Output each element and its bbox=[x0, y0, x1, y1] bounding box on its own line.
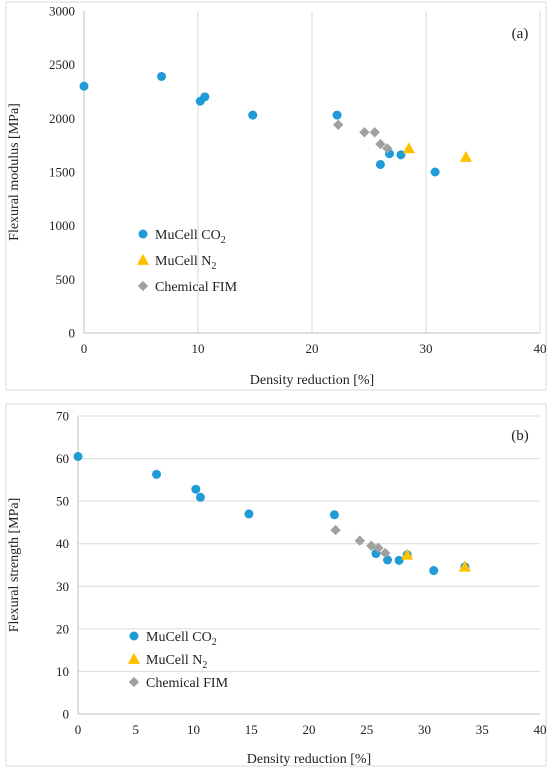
data-point bbox=[248, 110, 258, 120]
data-point bbox=[332, 110, 342, 120]
data-point bbox=[459, 150, 472, 162]
data-point bbox=[458, 560, 471, 572]
data-point bbox=[333, 119, 344, 130]
x-tick-label: 0 bbox=[81, 341, 88, 356]
x-axis-title: Density reduction [%] bbox=[250, 373, 374, 388]
legend-entry: Chemical FIM bbox=[128, 676, 229, 691]
chart-panel-b: 0 5 10 15 20 25 30 35 40 0 10 20 30 40 50 60 70 Density r… bbox=[5, 403, 547, 767]
legend-entry: MuCell CO2 bbox=[138, 228, 226, 246]
legend-entry: Chemical FIM bbox=[137, 280, 238, 295]
data-point bbox=[329, 510, 339, 520]
x-tick-label: 25 bbox=[360, 722, 373, 737]
y-tick-label: 2500 bbox=[49, 57, 75, 72]
legend-label: MuCell CO2 bbox=[155, 228, 226, 246]
y-tick-label: 60 bbox=[56, 451, 69, 466]
x-tick-label: 5 bbox=[133, 722, 140, 737]
legend-label: Chemical FIM bbox=[146, 676, 229, 691]
data-point bbox=[394, 555, 404, 565]
legend-entry: MuCell N2 bbox=[127, 652, 207, 671]
series-mucell-n2 bbox=[401, 548, 471, 572]
series-mucell-n2 bbox=[402, 142, 472, 162]
y-tick-label: 40 bbox=[56, 536, 69, 551]
data-point bbox=[195, 492, 205, 502]
chart-frame bbox=[5, 403, 547, 767]
data-point bbox=[359, 127, 370, 138]
data-point bbox=[366, 540, 377, 552]
series-mucell-co2 bbox=[79, 71, 440, 177]
x-tick-label: 10 bbox=[192, 341, 205, 356]
data-point bbox=[369, 127, 380, 138]
chart-frame bbox=[5, 1, 547, 391]
y-tick-label: 0 bbox=[69, 326, 76, 341]
x-tick-label: 40 bbox=[534, 341, 547, 356]
y-tick-label: 1500 bbox=[49, 165, 75, 180]
legend-label: MuCell N2 bbox=[146, 653, 207, 671]
x-tick-label: 35 bbox=[476, 722, 489, 737]
x-tick-label: 30 bbox=[418, 722, 431, 737]
y-tick-label: 30 bbox=[56, 579, 69, 594]
data-point bbox=[244, 509, 254, 519]
legend-marker bbox=[128, 676, 140, 688]
data-point bbox=[375, 159, 385, 169]
x-tick-label: 0 bbox=[75, 722, 82, 737]
x-tick-label: 10 bbox=[187, 722, 200, 737]
data-point bbox=[373, 542, 384, 554]
x-tick-label: 30 bbox=[420, 341, 433, 356]
data-point bbox=[396, 150, 406, 160]
y-tick-label: 70 bbox=[56, 409, 69, 424]
data-point bbox=[191, 484, 201, 494]
legend-entry: MuCell N2 bbox=[136, 253, 216, 272]
legend-label: MuCell CO2 bbox=[146, 630, 217, 648]
series-chemical-fim bbox=[333, 119, 393, 154]
y-tick-label: 500 bbox=[56, 272, 76, 287]
x-axis-title: Density reduction [%] bbox=[247, 752, 371, 767]
data-point bbox=[382, 143, 393, 154]
x-tick-label: 40 bbox=[534, 722, 547, 737]
data-point bbox=[429, 566, 439, 576]
y-tick-label: 1000 bbox=[49, 218, 75, 233]
x-tick-label: 15 bbox=[245, 722, 258, 737]
data-point bbox=[375, 138, 386, 150]
panel-label: (b) bbox=[511, 428, 529, 444]
legend-marker bbox=[136, 253, 150, 265]
x-tick-label: 20 bbox=[303, 722, 316, 737]
y-tick-label: 2000 bbox=[49, 111, 75, 126]
data-point bbox=[380, 547, 391, 559]
data-point bbox=[79, 81, 89, 91]
data-point bbox=[430, 167, 440, 177]
legend-entry: MuCell CO2 bbox=[129, 630, 217, 648]
legend-label: Chemical FIM bbox=[155, 280, 238, 295]
data-point bbox=[152, 469, 162, 479]
data-point bbox=[402, 142, 415, 154]
y-tick-label: 50 bbox=[56, 494, 69, 509]
legend-label: MuCell N2 bbox=[155, 254, 216, 272]
legend-marker bbox=[127, 652, 141, 664]
y-tick-label: 20 bbox=[56, 621, 69, 636]
legend-marker bbox=[138, 229, 148, 239]
series-chemical-fim bbox=[330, 524, 391, 559]
panel-label: (a) bbox=[512, 26, 529, 42]
data-point bbox=[73, 451, 83, 461]
data-point bbox=[330, 524, 341, 536]
data-point bbox=[200, 92, 210, 102]
y-tick-label: 3000 bbox=[49, 4, 75, 19]
x-tick-label: 20 bbox=[306, 341, 319, 356]
y-axis-title: Flexural modulus [MPa] bbox=[7, 103, 22, 241]
y-axis-title: Flexural strength [MPa] bbox=[7, 498, 22, 633]
legend-marker bbox=[129, 631, 139, 641]
data-point bbox=[354, 535, 365, 546]
y-tick-label: 10 bbox=[56, 664, 69, 679]
data-point bbox=[157, 71, 167, 81]
data-point bbox=[401, 548, 414, 560]
y-tick-label: 0 bbox=[63, 707, 70, 722]
chart-panel-a: 0 10 20 30 40 0 500 1000 1500 2000 2500 3000 Density… bbox=[5, 1, 547, 391]
legend-marker bbox=[137, 280, 149, 292]
